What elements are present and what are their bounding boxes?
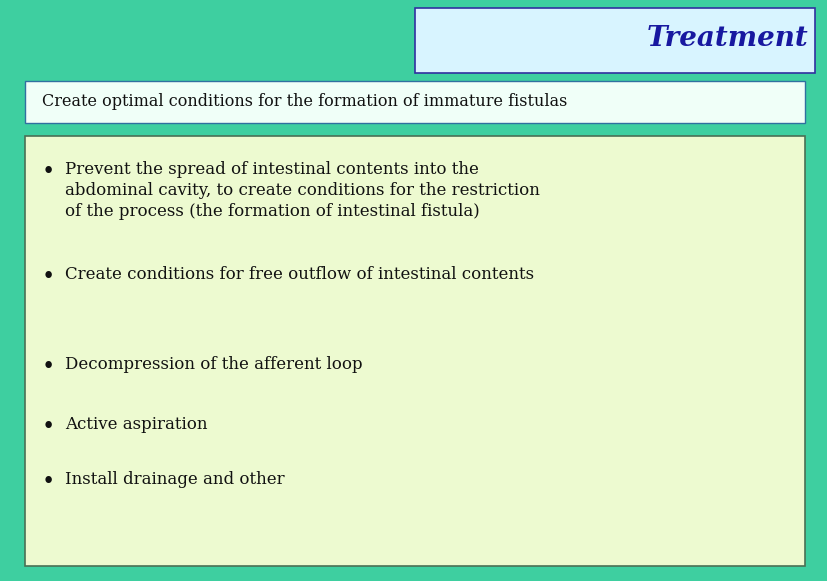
Text: •: • [42, 356, 55, 378]
Text: Treatment: Treatment [645, 26, 807, 52]
Text: Install drainage and other: Install drainage and other [65, 471, 284, 488]
Text: •: • [42, 161, 55, 183]
Text: Create optimal conditions for the formation of immature fistulas: Create optimal conditions for the format… [42, 94, 566, 110]
Text: Decompression of the afferent loop: Decompression of the afferent loop [65, 356, 362, 373]
Text: •: • [42, 266, 55, 288]
Text: Prevent the spread of intestinal contents into the
abdominal cavity, to create c: Prevent the spread of intestinal content… [65, 161, 539, 220]
FancyBboxPatch shape [25, 136, 804, 566]
Text: •: • [42, 416, 55, 438]
Text: Active aspiration: Active aspiration [65, 416, 208, 433]
FancyBboxPatch shape [414, 8, 814, 73]
Text: •: • [42, 471, 55, 493]
Text: Create conditions for free outflow of intestinal contents: Create conditions for free outflow of in… [65, 266, 533, 283]
FancyBboxPatch shape [25, 81, 804, 123]
